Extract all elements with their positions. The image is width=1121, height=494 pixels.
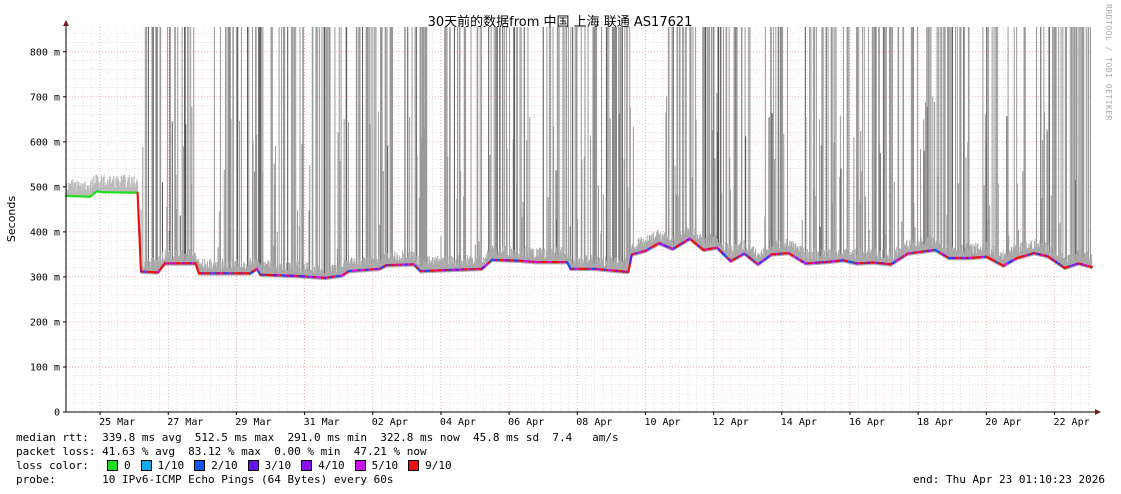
y-ticks: 0 100 m 200 m 300 m 400 m 500 m 600 m 700 m 800 … xyxy=(30,47,66,419)
x-tick-label: 27 Mar xyxy=(167,417,203,428)
x-ticks: 25 Mar 27 Mar 29 Mar 31 Mar 02 Apr 04 Apr 06 A… xyxy=(99,412,1090,428)
end-time: end: Thu Apr 23 01:10:23 2026 xyxy=(912,473,1105,486)
legend-item: 1/10 xyxy=(140,459,185,472)
median-series xyxy=(64,190,1094,279)
legend-item: 0 xyxy=(107,459,131,472)
y-tick-label: 400 m xyxy=(30,227,60,238)
x-tick-label: 20 Apr xyxy=(985,417,1021,428)
x-tick-label: 12 Apr xyxy=(713,417,749,428)
y-axis-arrow xyxy=(63,20,69,26)
legend-swatch xyxy=(247,460,259,471)
packet-loss-stats: packet loss: 41.63 % avg 83.12 % max 0.0… xyxy=(16,445,427,458)
x-tick-label: 18 Apr xyxy=(917,417,953,428)
legend-item: 9/10 xyxy=(408,459,452,472)
x-tick-label: 02 Apr xyxy=(372,417,408,428)
legend-swatch xyxy=(194,460,206,471)
y-tick-label: 0 xyxy=(54,408,60,419)
legend-item: 5/10 xyxy=(354,459,399,472)
legend-item: 2/10 xyxy=(194,459,238,472)
x-tick-label: 10 Apr xyxy=(644,417,680,428)
legend-swatch xyxy=(140,460,152,471)
x-axis-arrow xyxy=(1095,409,1101,415)
y-axis-label: Seconds xyxy=(5,196,18,242)
x-tick-label: 31 Mar xyxy=(304,417,340,428)
y-tick-label: 700 m xyxy=(30,92,60,103)
median-segment xyxy=(627,262,632,274)
y-tick-label: 300 m xyxy=(30,272,60,283)
loss-spikes xyxy=(65,27,1093,281)
y-tick-label: 600 m xyxy=(30,137,60,148)
axes xyxy=(63,20,1101,415)
legend-swatch xyxy=(408,460,420,471)
x-tick-label: 08 Apr xyxy=(576,417,612,428)
loss-color-label: loss color: xyxy=(16,459,89,472)
chart-title: 30天前的数据from 中国 上海 联通 AS17621 xyxy=(428,14,693,30)
legend-label: 1/10 xyxy=(157,459,185,472)
legend-label: 4/10 xyxy=(318,459,345,472)
median-segment xyxy=(138,231,143,273)
legend-label: 2/10 xyxy=(211,459,238,472)
legend-items: 0 1/10 2/10 3/10 4/10 5/10 9/10 xyxy=(107,459,462,472)
x-tick-label: 14 Apr xyxy=(781,417,817,428)
legend-label: 9/10 xyxy=(425,459,452,472)
y-tick-label: 200 m xyxy=(30,317,60,328)
y-tick-label: 800 m xyxy=(30,47,60,58)
legend-swatch xyxy=(301,460,313,471)
x-tick-label: 06 Apr xyxy=(508,417,544,428)
x-tick-label: 25 Mar xyxy=(99,417,135,428)
y-tick-label: 100 m xyxy=(30,362,60,373)
x-tick-label: 16 Apr xyxy=(849,417,885,428)
x-tick-label: 22 Apr xyxy=(1053,417,1089,428)
legend-item: 3/10 xyxy=(247,459,292,472)
probe-info: probe: 10 IPv6-ICMP Echo Pings (64 Bytes… xyxy=(16,473,394,486)
legend-label: 3/10 xyxy=(264,459,292,472)
median-rtt-stats: median rtt: 339.8 ms avg 512.5 ms max 29… xyxy=(16,431,619,444)
x-tick-label: 04 Apr xyxy=(440,417,476,428)
latency-chart: 30天前的数据from 中国 上海 联通 AS17621 Seconds 0 10… xyxy=(5,14,1101,428)
watermark: RRDTOOL / TOBI OETIKER xyxy=(1104,4,1113,121)
x-tick-label: 29 Mar xyxy=(235,417,271,428)
median-segment xyxy=(629,253,633,265)
loss-color-legend: loss color: 0 1/10 2/10 3/10 4/10 5/10 9/10 xyxy=(16,459,462,472)
legend-item: 4/10 xyxy=(301,459,345,472)
legend-swatch xyxy=(107,460,118,471)
legend-label: 0 xyxy=(124,459,131,472)
legend-swatch xyxy=(354,460,366,471)
legend-label: 5/10 xyxy=(371,459,399,472)
median-segment xyxy=(136,191,141,234)
y-tick-label: 500 m xyxy=(30,182,60,193)
